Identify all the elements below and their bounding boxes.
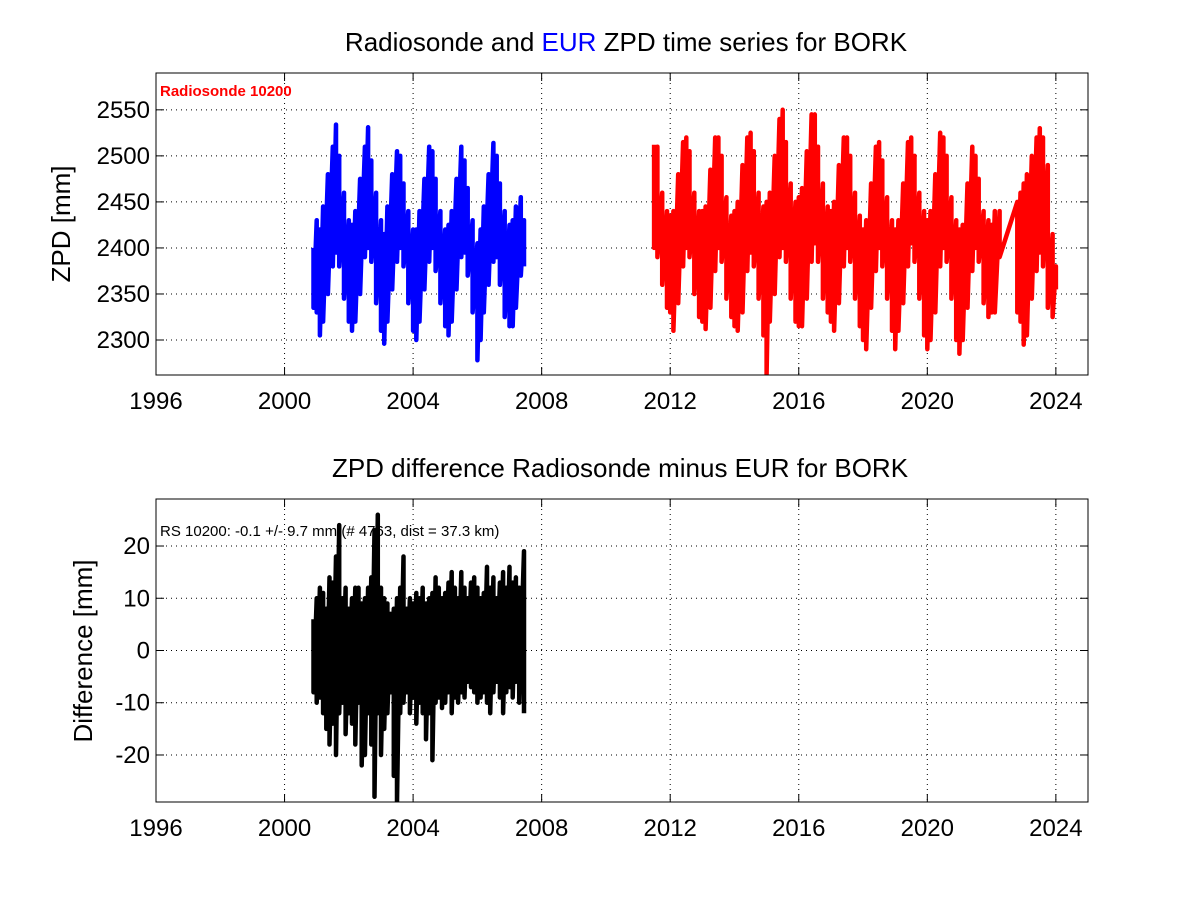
difference-y-tick-label: -10 [115, 690, 150, 717]
zpd-y-tick-label: 2400 [97, 235, 150, 262]
zpd-x-tick-label: 2008 [515, 388, 568, 415]
zpd-y-tick-labels: 2300 2350 2400 2450 2500 2550 [97, 97, 150, 354]
zpd-time-series-panel: Radiosonde and EUR ZPD time series for B… [46, 27, 1089, 415]
zpd-chart-title: Radiosonde and EUR ZPD time series for B… [345, 27, 908, 57]
difference-y-tick-label: -20 [115, 742, 150, 769]
difference-y-axis-label: Difference [mm] [68, 559, 98, 742]
zpd-y-tick-label: 2450 [97, 189, 150, 216]
zpd-chart-title-eur: EUR [542, 27, 597, 57]
zpd-x-tick-label: 2020 [901, 388, 954, 415]
zpd-x-tick-label: 1996 [129, 388, 182, 415]
zpd-y-axis-label: ZPD [mm] [46, 166, 76, 283]
zpd-plot-border [155, 72, 1089, 376]
difference-series-0-line [311, 512, 527, 802]
zpd-x-tick-label: 2012 [644, 388, 697, 415]
zpd-x-tick-labels: 1996 2000 2004 2008 2012 2016 2020 2024 [129, 388, 1082, 415]
zpd-x-tick-label: 2004 [386, 388, 439, 415]
difference-x-tick-label: 2000 [258, 815, 311, 842]
difference-x-tick-label: 2020 [901, 815, 954, 842]
difference-x-tick-label: 2016 [772, 815, 825, 842]
zpd-series-0-line [311, 122, 527, 363]
difference-series-group [311, 512, 527, 802]
zpd-x-tick-label: 2016 [772, 388, 825, 415]
difference-x-tick-label: 2024 [1029, 815, 1082, 842]
difference-x-tick-labels: 1996 2000 2004 2008 2012 2016 2020 2024 [129, 815, 1082, 842]
difference-y-tick-labels: -20 -10 0 10 20 [115, 533, 150, 769]
zpd-difference-panel: ZPD difference Radiosonde minus EUR for … [68, 453, 1089, 842]
difference-chart-title: ZPD difference Radiosonde minus EUR for … [332, 453, 909, 483]
zpd-series-1-line [651, 107, 1059, 375]
difference-y-tick-label: 20 [123, 533, 150, 560]
zpd-y-tick-label: 2300 [97, 327, 150, 354]
zpd-series-group [311, 107, 1059, 375]
zpd-x-tick-label: 2000 [258, 388, 311, 415]
zpd-y-tick-label: 2500 [97, 143, 150, 170]
difference-plot-border [155, 498, 1089, 803]
difference-y-tick-label: 0 [137, 638, 150, 665]
difference-statistics-annotation: RS 10200: -0.1 +/- 9.7 mm (# 4763, dist … [160, 523, 499, 540]
radiosonde-annotation: Radiosonde 10200 [160, 83, 292, 100]
zpd-y-tick-label: 2350 [97, 281, 150, 308]
difference-x-tick-label: 2008 [515, 815, 568, 842]
zpd-y-tick-label: 2550 [97, 97, 150, 124]
zpd-x-tick-label: 2024 [1029, 388, 1082, 415]
difference-x-tick-label: 1996 [129, 815, 182, 842]
difference-y-tick-label: 10 [123, 585, 150, 612]
difference-x-tick-label: 2012 [644, 815, 697, 842]
difference-x-tick-label: 2004 [386, 815, 439, 842]
